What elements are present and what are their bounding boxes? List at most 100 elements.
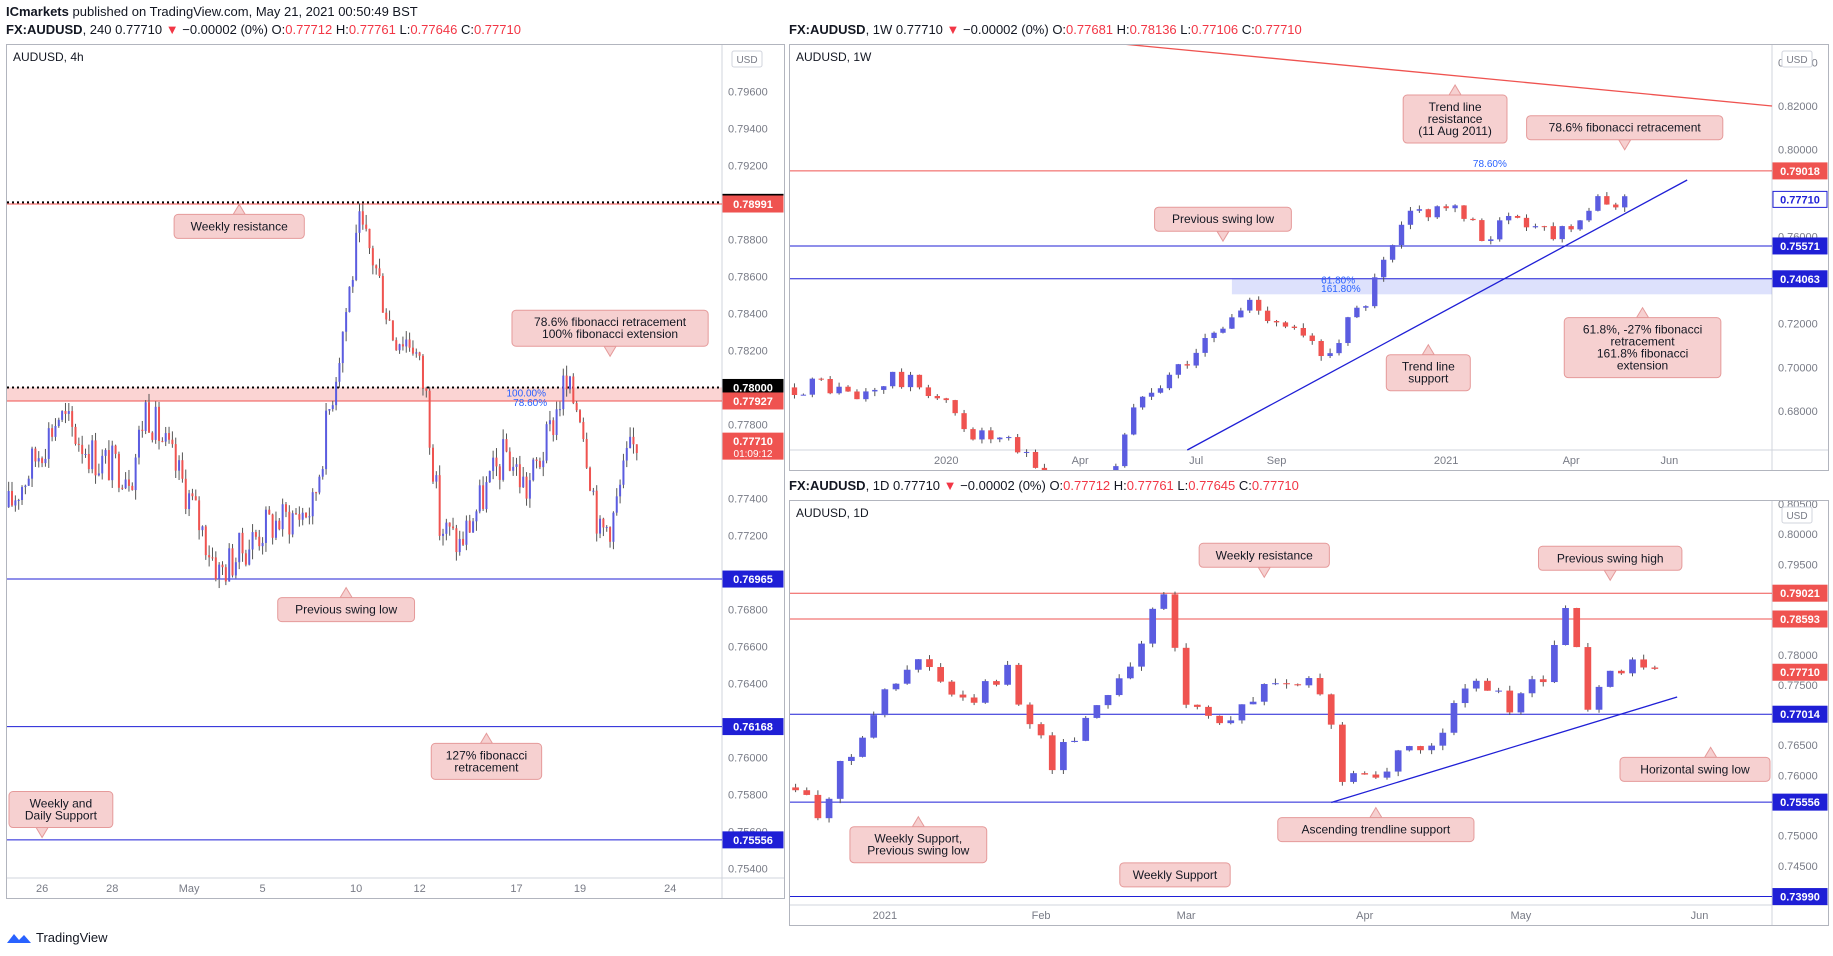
candle-body bbox=[77, 443, 80, 445]
candle-body bbox=[485, 482, 488, 510]
candle-body bbox=[452, 526, 455, 529]
candle-body bbox=[104, 450, 107, 456]
candle-body bbox=[825, 798, 833, 819]
candle-body bbox=[121, 487, 124, 489]
candle-body bbox=[959, 694, 967, 698]
candle-body bbox=[1562, 608, 1569, 646]
candle-body bbox=[592, 490, 595, 492]
currency-badge bbox=[731, 50, 763, 68]
price-label: 0.77710 bbox=[1780, 194, 1820, 206]
callout-pointer bbox=[1448, 84, 1462, 96]
candle-body bbox=[508, 451, 511, 471]
candle-body bbox=[612, 512, 615, 542]
price-label-box bbox=[722, 831, 784, 849]
candle-body bbox=[398, 344, 401, 351]
candle-body bbox=[872, 389, 878, 392]
candle-body bbox=[194, 496, 197, 501]
callout: Weekly Support bbox=[1119, 862, 1231, 888]
candle-body bbox=[331, 405, 334, 410]
y-tick-label: 0.78600 bbox=[728, 271, 768, 283]
candle-body bbox=[898, 371, 905, 388]
y-tick-label: 0.80500 bbox=[1778, 501, 1818, 511]
candle-body bbox=[1157, 388, 1164, 393]
callout: Ascending trendline support bbox=[1277, 806, 1475, 843]
callout: 78.6% fibonacci retracement bbox=[1526, 115, 1724, 151]
candle-body bbox=[1484, 680, 1491, 691]
y-tick-label: 0.78200 bbox=[728, 345, 768, 357]
candle-body bbox=[174, 444, 177, 471]
candle-body bbox=[845, 386, 851, 392]
price-label: 0.75556 bbox=[1780, 797, 1820, 809]
candle-body bbox=[218, 564, 221, 580]
candle-body bbox=[1514, 215, 1521, 218]
candle-body bbox=[525, 476, 528, 499]
chart-panel-1d[interactable]: 0.805000.800000.795000.790000.780000.775… bbox=[789, 500, 1829, 926]
candle-body bbox=[1238, 704, 1246, 721]
candle-body bbox=[1586, 210, 1592, 221]
candle-body bbox=[1568, 226, 1574, 230]
candle-body bbox=[1122, 434, 1128, 467]
candle-body bbox=[41, 458, 44, 464]
candle-body bbox=[552, 420, 555, 435]
chart-title: AUDUSD, 1W bbox=[796, 50, 872, 64]
candle-body bbox=[1622, 196, 1628, 208]
candle-body bbox=[7, 490, 10, 508]
candle-body bbox=[1517, 693, 1525, 713]
candle-body bbox=[495, 457, 498, 467]
candle-body bbox=[542, 460, 545, 468]
price-label-box bbox=[1772, 663, 1828, 681]
candle-body bbox=[101, 455, 104, 474]
candle-body bbox=[188, 493, 191, 510]
chart-panel-1w[interactable]: 78.60%61.80%161.80%0.840000.820000.80000… bbox=[789, 44, 1829, 471]
candle-body bbox=[34, 448, 37, 462]
y-tick-label: 0.79200 bbox=[728, 160, 768, 172]
candle-body bbox=[1539, 679, 1547, 683]
x-tick-label: May bbox=[1511, 910, 1532, 922]
price-label: 0.75571 bbox=[1780, 241, 1820, 253]
candle-body bbox=[11, 490, 14, 506]
candle-body bbox=[214, 557, 217, 580]
candle-body bbox=[1300, 327, 1306, 336]
header-change: −0.00002 (0%) bbox=[963, 22, 1049, 37]
candle-body bbox=[234, 562, 237, 576]
candle-body bbox=[268, 509, 271, 515]
candle-body bbox=[57, 419, 60, 426]
candle-body bbox=[442, 533, 445, 536]
candle-body bbox=[1380, 259, 1387, 278]
candle-body bbox=[74, 426, 77, 444]
callout-pointer bbox=[339, 586, 354, 599]
price-label: 0.76965 bbox=[733, 574, 773, 586]
candle-body bbox=[907, 374, 914, 388]
publisher-name: ICmarkets bbox=[6, 4, 69, 19]
candle-body bbox=[184, 478, 187, 510]
chart-panel-4h[interactable]: 100.00% 78.60% 0.79600 0.79400 0.79200 0.7880… bbox=[6, 44, 785, 899]
candle-body bbox=[31, 448, 34, 479]
candle-body bbox=[1606, 670, 1614, 687]
candle-body bbox=[51, 428, 54, 437]
price-label-box bbox=[722, 432, 784, 460]
x-tick-label: 2021 bbox=[1434, 455, 1458, 467]
candle-body bbox=[1171, 594, 1179, 648]
tradingview-footer[interactable]: TradingView bbox=[6, 930, 108, 945]
y-tick-label: 0.78000 bbox=[1778, 650, 1818, 662]
candle-body bbox=[315, 492, 318, 494]
header-symbol: FX:AUDUSD bbox=[6, 22, 83, 37]
y-tick-label: 0.82000 bbox=[1778, 101, 1818, 113]
candle-body bbox=[395, 340, 398, 351]
y-tick-label: 0.77500 bbox=[1778, 680, 1818, 692]
callout-pointer bbox=[479, 732, 494, 744]
candle-body bbox=[619, 484, 622, 497]
candle-body bbox=[311, 492, 314, 517]
candle-body bbox=[251, 532, 254, 550]
price-label: 0.75556 bbox=[733, 835, 773, 847]
candle-body bbox=[916, 374, 923, 388]
candle-body bbox=[17, 500, 20, 502]
candle-body bbox=[1193, 704, 1201, 707]
header-interval: 1W bbox=[872, 22, 893, 37]
callout-box bbox=[1198, 542, 1330, 568]
candle-body bbox=[622, 460, 625, 485]
candle-body bbox=[1363, 306, 1369, 308]
candle-body bbox=[1182, 647, 1190, 705]
candle-body bbox=[1211, 332, 1217, 339]
